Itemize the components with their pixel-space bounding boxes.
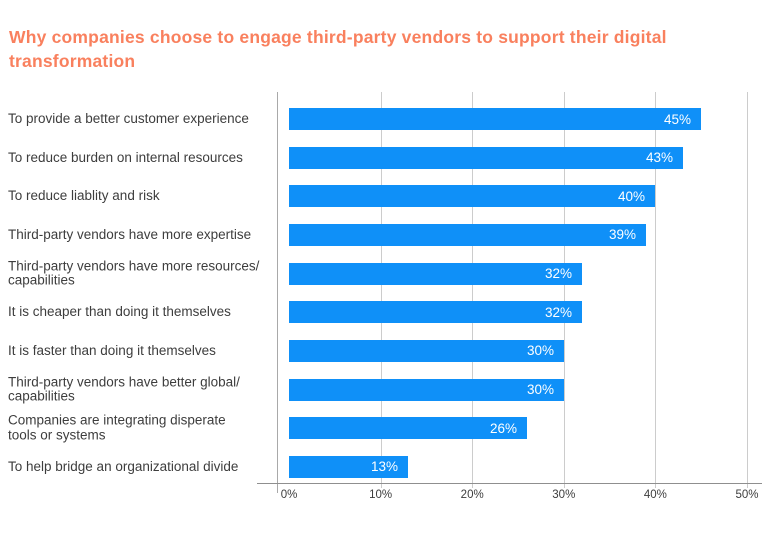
bar-value-label: 40% xyxy=(617,188,645,204)
bar: 32% xyxy=(289,262,582,285)
category-label: To reduce burden on internal resources xyxy=(8,149,243,165)
chart-title: Why companies choose to engage third-par… xyxy=(9,27,667,71)
bar: 26% xyxy=(289,417,527,440)
category-label: Third-party vendors have better global/ … xyxy=(8,374,240,404)
x-tick-label: 20% xyxy=(460,489,484,501)
gridline xyxy=(655,92,657,488)
bar: 45% xyxy=(289,108,701,130)
x-axis-line xyxy=(257,483,762,484)
category-label: It is cheaper than doing it themselves xyxy=(8,304,231,320)
x-tick-label: 30% xyxy=(552,489,576,501)
plot-area: 45% 43% 40% 39% 32% 32% 30% 30% 26% 13% xyxy=(257,92,762,493)
bar-value-label: 32% xyxy=(544,304,572,320)
bar: 43% xyxy=(289,146,683,169)
gridline xyxy=(747,92,748,488)
y-axis-line xyxy=(277,92,278,493)
bar-value-label: 32% xyxy=(544,266,572,282)
bar-value-label: 26% xyxy=(489,420,517,436)
x-tick-label: 40% xyxy=(643,489,667,501)
bar: 30% xyxy=(289,339,564,362)
category-label: Companies are integrating disperate tool… xyxy=(8,412,226,443)
category-label: Third-party vendors have more resources/… xyxy=(8,258,260,288)
bar: 39% xyxy=(289,223,646,246)
bar-value-label: 30% xyxy=(526,382,554,398)
bar-value-label: 45% xyxy=(663,111,691,127)
category-label: To help bridge an organizational divide xyxy=(8,458,239,474)
bar: 32% xyxy=(289,301,582,324)
bar-value-label: 13% xyxy=(370,459,398,475)
x-tick-label: 0% xyxy=(280,489,298,501)
gridline xyxy=(563,92,565,488)
bar-value-label: 43% xyxy=(645,150,673,166)
category-label: To provide a better customer experience xyxy=(8,110,249,126)
bar: 13% xyxy=(289,455,408,478)
category-label: To reduce liablity and risk xyxy=(8,188,160,204)
bar-value-label: 39% xyxy=(608,227,636,243)
x-tick-label: 50% xyxy=(735,489,759,501)
x-tick-label: 10% xyxy=(369,489,393,501)
category-label-column: To provide a better customer experience T… xyxy=(8,92,282,483)
bar: 30% xyxy=(289,378,564,401)
gridline xyxy=(380,92,382,488)
bar-value-label: 30% xyxy=(526,343,554,359)
category-label: Third-party vendors have more expertise xyxy=(8,226,252,242)
category-label: It is faster than doing it themselves xyxy=(8,342,216,358)
bar: 40% xyxy=(289,185,655,208)
gridline xyxy=(472,92,474,488)
x-axis-tick-labels: 0% 10% 20% 30% 40% 50% xyxy=(281,489,759,505)
